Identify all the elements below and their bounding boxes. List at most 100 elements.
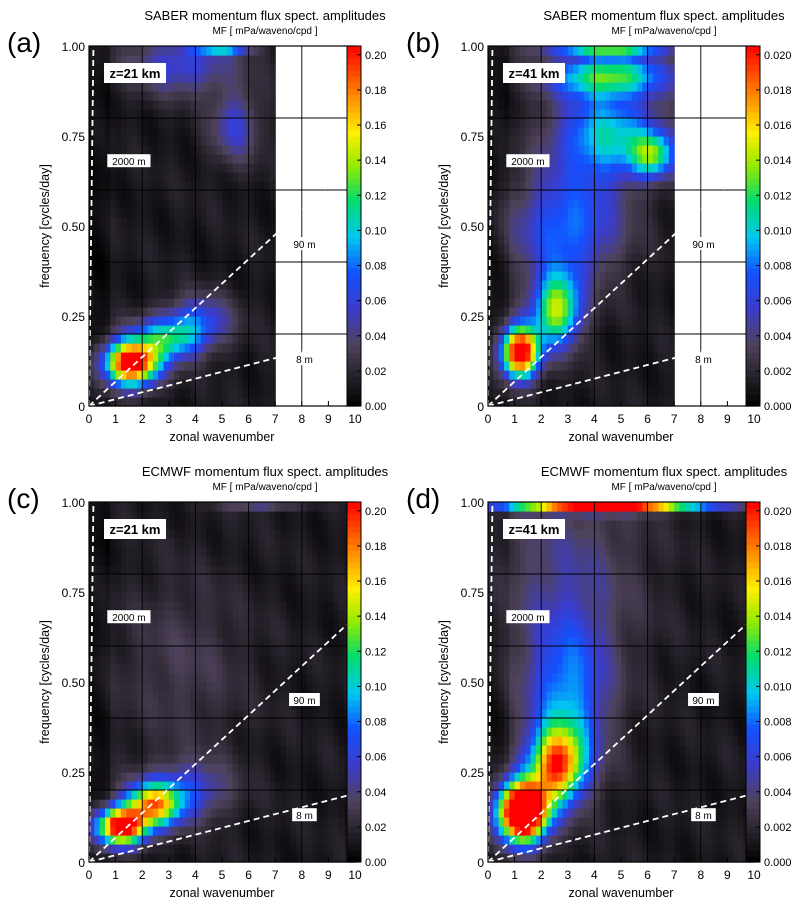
heatmap-cell xyxy=(163,502,170,512)
heatmap-cell xyxy=(142,628,149,638)
heatmap-cell xyxy=(514,217,521,227)
heatmap-cell xyxy=(530,352,537,362)
heatmap-cell xyxy=(237,718,244,728)
heatmap-cell xyxy=(514,55,521,65)
y-axis-label: frequency [cycles/day] xyxy=(437,164,451,288)
colorbar-segment xyxy=(746,88,760,95)
heatmap-cell xyxy=(168,127,175,137)
heatmap-cell xyxy=(184,529,191,539)
heatmap-cell xyxy=(147,118,154,128)
heatmap-cell xyxy=(94,334,101,344)
heatmap-cell xyxy=(184,199,191,209)
heatmap-cell xyxy=(131,817,138,827)
heatmap-cell xyxy=(163,718,170,728)
heatmap-cell xyxy=(642,280,649,290)
heatmap-cell xyxy=(663,64,670,74)
heatmap-cell xyxy=(99,208,106,218)
heatmap-cell xyxy=(253,397,260,407)
heatmap-cell xyxy=(211,592,218,602)
heatmap-cell xyxy=(158,397,165,407)
heatmap-cell xyxy=(636,118,643,128)
heatmap-cell xyxy=(163,82,170,92)
heatmap-cell xyxy=(163,55,170,65)
heatmap-cell xyxy=(642,325,649,335)
heatmap-cell xyxy=(190,736,196,746)
heatmap-cell xyxy=(179,772,186,782)
heatmap-cell xyxy=(626,298,633,308)
heatmap-cell xyxy=(243,754,250,764)
heatmap-cell xyxy=(94,556,101,566)
heatmap-cell xyxy=(605,109,611,119)
heatmap-cell xyxy=(94,637,101,647)
heatmap-cell xyxy=(328,817,335,827)
heatmap-cell xyxy=(264,127,271,137)
heatmap-cell xyxy=(599,316,606,326)
heatmap-cell xyxy=(333,718,340,728)
heatmap-cell xyxy=(237,682,244,692)
heatmap-cell xyxy=(541,190,548,200)
heatmap-cell xyxy=(232,718,239,728)
heatmap-cell xyxy=(179,763,186,773)
heatmap-cell xyxy=(557,118,564,128)
heatmap-cell xyxy=(136,100,143,110)
heatmap-cell xyxy=(163,655,170,665)
heatmap-cell xyxy=(163,343,170,353)
heatmap-cell xyxy=(668,91,675,101)
heatmap-cell xyxy=(211,172,218,182)
heatmap-cell xyxy=(535,208,542,218)
heatmap-cell xyxy=(663,388,670,398)
heatmap-cell xyxy=(237,82,244,92)
heatmap-cell xyxy=(99,145,106,155)
heatmap-cell xyxy=(163,592,170,602)
heatmap-cell xyxy=(174,763,181,773)
heatmap-cell xyxy=(589,46,595,56)
heatmap-cell xyxy=(222,208,228,218)
heatmap-cell xyxy=(557,325,564,335)
heatmap-cell xyxy=(493,289,500,299)
heatmap-cell xyxy=(328,502,335,512)
heatmap-cell xyxy=(99,127,106,137)
heatmap-cell xyxy=(658,388,665,398)
heatmap-cell xyxy=(264,235,271,245)
heatmap-cell xyxy=(312,826,319,836)
heatmap-cell xyxy=(99,619,106,629)
heatmap-cell xyxy=(525,334,532,344)
heatmap-cell xyxy=(248,172,255,182)
heatmap-cell xyxy=(525,109,532,119)
heatmap-cell xyxy=(136,334,143,344)
heatmap-cell xyxy=(253,280,260,290)
heatmap-cell xyxy=(147,781,154,791)
heatmap-cell xyxy=(104,361,111,371)
colorbar-segment xyxy=(347,388,361,395)
heatmap-cell xyxy=(615,397,622,407)
heatmap-cell xyxy=(120,136,127,146)
heatmap-cell xyxy=(503,379,510,389)
heatmap-cell xyxy=(232,763,239,773)
heatmap-cell xyxy=(525,226,532,236)
heatmap-cell xyxy=(110,334,117,344)
heatmap-cell xyxy=(530,118,537,128)
heatmap-cell xyxy=(269,835,276,845)
heatmap-cell xyxy=(120,502,127,512)
heatmap-cell xyxy=(248,556,255,566)
heatmap-cell xyxy=(158,118,165,128)
heatmap-cell xyxy=(222,316,228,326)
heatmap-cell xyxy=(323,664,329,674)
heatmap-cell xyxy=(131,388,138,398)
heatmap-cell xyxy=(237,808,244,818)
heatmap-cell xyxy=(179,754,186,764)
heatmap-cell xyxy=(184,325,191,335)
heatmap-cell xyxy=(509,316,516,326)
colorbar-segment xyxy=(347,130,361,137)
heatmap-cell xyxy=(152,601,159,611)
heatmap-cell xyxy=(227,682,234,692)
heatmap-cell xyxy=(243,100,250,110)
heatmap-cell xyxy=(259,583,266,593)
heatmap-cell xyxy=(131,619,138,629)
heatmap-cell xyxy=(142,172,149,182)
heatmap-cell xyxy=(131,745,138,755)
heatmap-cell xyxy=(285,664,292,674)
heatmap-cell xyxy=(525,244,532,254)
heatmap-cell xyxy=(573,280,580,290)
heatmap-cell xyxy=(259,163,266,173)
